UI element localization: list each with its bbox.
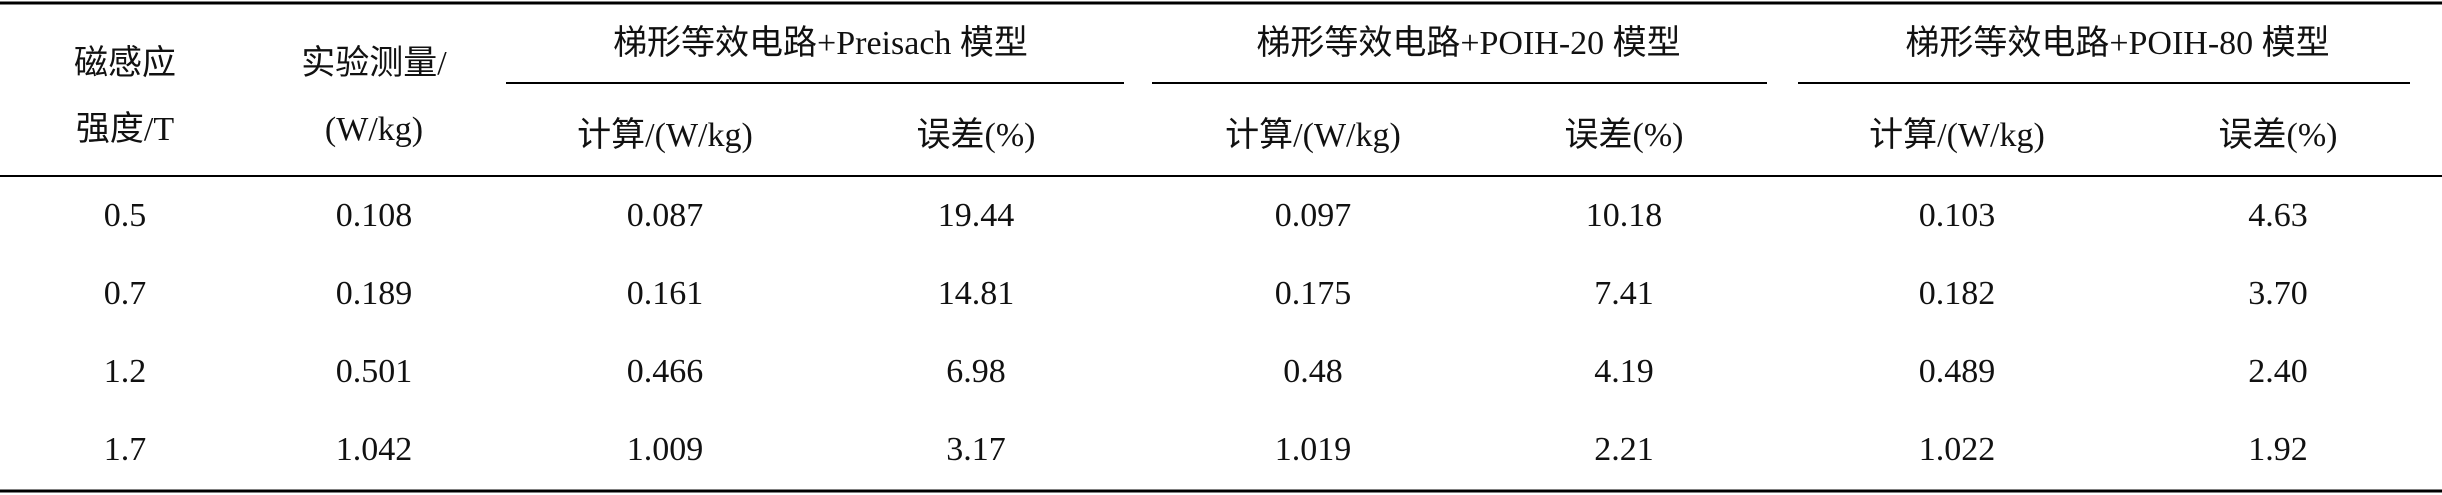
table-cell: 1.022	[1919, 431, 1996, 468]
table-cell: 6.98	[946, 353, 1006, 390]
table-cell: 3.70	[2248, 275, 2308, 312]
table-cell: 1.019	[1275, 431, 1352, 468]
sub-header: 计算/(W/kg)	[1225, 116, 1401, 154]
table-cell: 1.92	[2248, 431, 2308, 468]
header-cell: 磁感应	[74, 44, 176, 82]
table-cell: 7.41	[1594, 275, 1654, 312]
table-cell: 0.48	[1283, 353, 1343, 390]
table-cell: 0.5	[104, 197, 147, 234]
table-cell: 3.17	[946, 431, 1006, 468]
table-cell: 0.097	[1275, 197, 1352, 234]
table-cell: 1.7	[104, 431, 147, 468]
table-cell: 0.466	[627, 353, 704, 390]
table-cell: 0.103	[1919, 197, 1996, 234]
table-cell: 0.175	[1275, 275, 1352, 312]
table-cell: 0.7	[104, 275, 147, 312]
table-cell: 1.009	[627, 431, 704, 468]
table-cell: 0.182	[1919, 275, 1996, 312]
table-cell: 0.489	[1919, 353, 1996, 390]
header-cell: 实验测量/	[301, 44, 447, 82]
table-cell: 4.63	[2248, 197, 2308, 234]
table-cell: 1.2	[104, 353, 147, 390]
table-cell: 2.40	[2248, 353, 2308, 390]
table-cell: 2.21	[1594, 431, 1654, 468]
header-cell: (W/kg)	[325, 111, 423, 148]
table-cell: 0.108	[336, 197, 413, 234]
table-cell: 19.44	[938, 197, 1015, 234]
table-cell: 14.81	[938, 275, 1015, 312]
table-cell: 0.189	[336, 275, 413, 312]
sub-header: 计算/(W/kg)	[1869, 116, 2045, 154]
group-title: 梯形等效电路+Preisach 模型	[613, 24, 1028, 62]
sub-header: 计算/(W/kg)	[577, 116, 753, 154]
table-cell: 0.501	[336, 353, 413, 390]
table-cell: 10.18	[1586, 197, 1663, 234]
header-cell: 强度/T	[76, 110, 174, 148]
table-cell: 0.161	[627, 275, 704, 312]
sub-header: 误差(%)	[917, 116, 1036, 154]
sub-header: 误差(%)	[1565, 116, 1684, 154]
group-title: 梯形等效电路+POIH-80 模型	[1905, 24, 2329, 62]
table-cell: 0.087	[627, 197, 704, 234]
table-cell: 4.19	[1594, 353, 1654, 390]
table-cell: 1.042	[336, 431, 413, 468]
sub-header: 误差(%)	[2219, 116, 2338, 154]
group-title: 梯形等效电路+POIH-20 模型	[1256, 24, 1680, 62]
